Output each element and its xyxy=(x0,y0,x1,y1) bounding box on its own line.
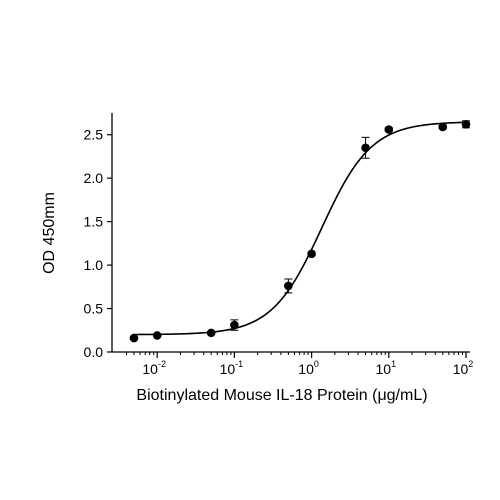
data-point xyxy=(152,331,162,340)
plot-area xyxy=(129,119,471,343)
data-point xyxy=(129,333,139,343)
data-point xyxy=(438,122,448,132)
data-point xyxy=(384,125,394,134)
x-tick-label: 100 xyxy=(298,359,319,377)
x-tick-base: 10 xyxy=(142,361,158,377)
y-tick-label: 0.0 xyxy=(84,344,104,360)
y-tick-label: 2.5 xyxy=(84,127,104,143)
data-point xyxy=(284,281,293,291)
data-points xyxy=(129,119,471,343)
x-tick-base: 10 xyxy=(220,361,236,377)
x-tick-label: 10-2 xyxy=(142,359,166,377)
x-tick-label: 101 xyxy=(376,359,397,377)
x-tick-exponent: 1 xyxy=(391,359,396,369)
x-axis: 10-2 10-1 100 101 102 xyxy=(112,351,474,377)
x-tick-base: 10 xyxy=(298,361,314,377)
x-axis-title: Biotinylated Mouse IL-18 Protein (μg/mL) xyxy=(136,387,427,404)
x-tick-exponent: 2 xyxy=(468,359,473,369)
x-tick-label: 102 xyxy=(453,359,474,377)
x-tick-exponent: 0 xyxy=(314,359,319,369)
y-tick-label: 2.0 xyxy=(84,170,104,186)
data-point xyxy=(307,249,316,259)
data-point xyxy=(206,328,216,338)
fit-curve xyxy=(133,121,467,336)
data-point xyxy=(461,119,471,129)
data-point xyxy=(361,143,370,153)
data-point xyxy=(230,320,239,330)
x-tick-exponent: -2 xyxy=(158,359,166,369)
y-axis: 0.0 0.5 1.0 1.5 2.0 2.5 xyxy=(84,113,113,360)
y-tick-label: 1.0 xyxy=(84,257,104,273)
x-tick-label: 10-1 xyxy=(220,359,244,377)
x-tick-base: 10 xyxy=(453,361,469,377)
y-axis-title: OD 450mm xyxy=(41,192,58,274)
error-bars xyxy=(129,120,470,340)
x-tick-exponent: -1 xyxy=(235,359,243,369)
y-tick-label: 0.5 xyxy=(84,301,104,317)
x-tick-base: 10 xyxy=(376,361,392,377)
y-tick-label: 1.5 xyxy=(84,214,104,230)
